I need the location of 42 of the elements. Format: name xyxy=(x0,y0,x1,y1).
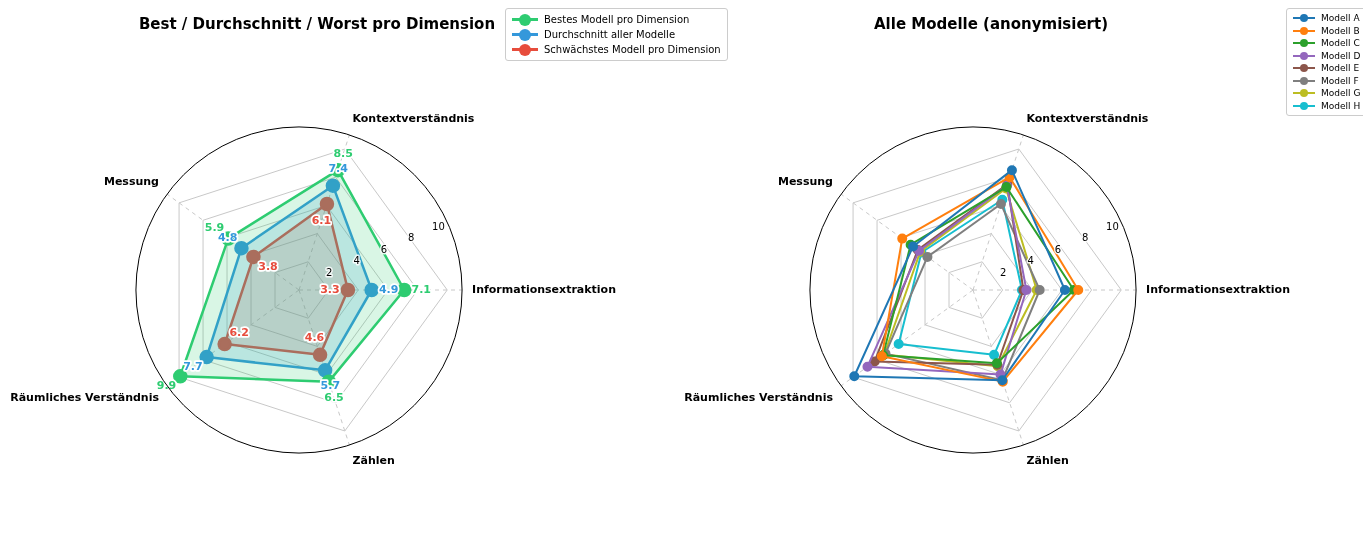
text: Best / Durchschnitt / Worst pro Dimension xyxy=(138,14,496,33)
spoke-label: Informationsextraktion xyxy=(472,282,616,296)
legend-label: Schwächstes Modell pro Dimension xyxy=(544,43,721,57)
spoke-label: Informationsextraktion xyxy=(1146,282,1290,296)
legend-label: Modell E xyxy=(1321,62,1360,75)
legend-label: Modell B xyxy=(1321,24,1360,37)
y-tick-label: 10 xyxy=(1106,220,1119,232)
spoke-label: Kontextverständnis xyxy=(352,111,475,125)
legend-label: Durchschnitt aller Modelle xyxy=(544,28,676,42)
spoke-label: Zählen xyxy=(1026,454,1069,468)
data-label: 6.1 xyxy=(311,213,332,227)
y-tick-label: 10 xyxy=(432,220,445,232)
data-label: 7.7 xyxy=(183,359,203,373)
legend-label: Modell G xyxy=(1321,87,1361,100)
legend-label: Modell F xyxy=(1321,74,1359,87)
data-label: 6.2 xyxy=(229,326,249,340)
legend-label: Modell H xyxy=(1321,99,1361,112)
legend-label: Modell D xyxy=(1321,49,1361,62)
data-label: 3.3 xyxy=(320,282,340,296)
data-label: 8.5 xyxy=(333,146,353,160)
spoke-label: Messung xyxy=(103,174,159,188)
y-tick-label: 2 xyxy=(326,267,333,279)
spoke-label: Messung xyxy=(777,174,833,188)
y-tick-label: 8 xyxy=(407,232,415,244)
y-tick-label: 6 xyxy=(1054,243,1062,255)
spoke-label: Kontextverständnis xyxy=(1026,111,1149,125)
spoke-label: Räumliches Verständnis xyxy=(684,391,834,405)
text: Alle Modelle (anonymisiert) xyxy=(874,14,1108,33)
data-label: 4.6 xyxy=(304,330,325,344)
y-tick-label: 2 xyxy=(1000,267,1007,279)
data-label: 3.8 xyxy=(258,260,278,274)
legend-label: Bestes Modell pro Dimension xyxy=(544,13,690,27)
y-tick-label: 4 xyxy=(1027,255,1034,267)
data-label: 6.5 xyxy=(324,390,344,404)
y-tick-label: 8 xyxy=(1081,232,1089,244)
spoke-label: Zählen xyxy=(352,454,395,468)
y-tick-label: 4 xyxy=(353,255,360,267)
data-label: 4.9 xyxy=(378,282,399,296)
data-label: 7.1 xyxy=(411,282,431,296)
spoke-label: Räumliches Verständnis xyxy=(10,391,160,405)
legend-label: Modell C xyxy=(1321,37,1360,50)
legend-label: Modell A xyxy=(1321,12,1360,25)
